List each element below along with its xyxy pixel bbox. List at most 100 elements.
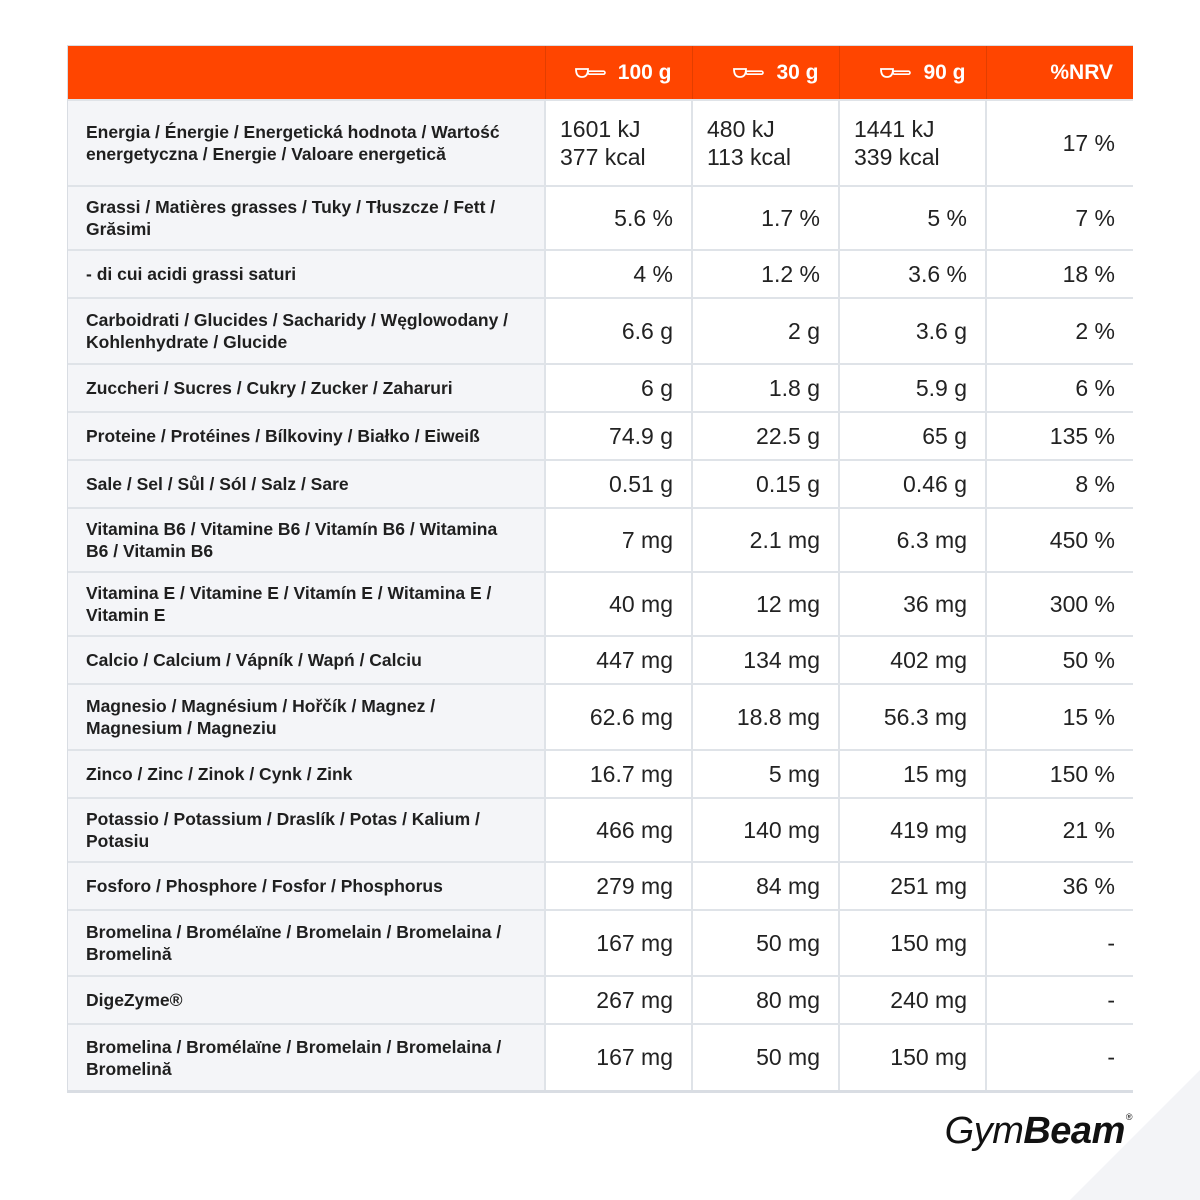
table-row: Magnesio / Magnésium / Hořčík / Magnez /… [68, 683, 1133, 750]
value-90g-line: 1441 kJ [854, 116, 935, 142]
nutrient-label: Grassi / Matières grasses / Tuky / Tłusz… [68, 185, 545, 250]
value-100g: 74.9 g [544, 411, 692, 460]
value-nrv: 7 % [985, 185, 1133, 250]
value-90g: 150 mg [838, 909, 986, 976]
scoop-icon [880, 68, 912, 78]
value-90g: 5 % [838, 185, 986, 250]
table-row: Fosforo / Phosphore / Fosfor / Phosphoru… [68, 861, 1133, 910]
table-row: Bromelina / Bromélaïne / Bromelain / Bro… [68, 1023, 1133, 1090]
value-nrv: 150 % [985, 749, 1133, 798]
nutrient-label: Energia / Énergie / Energetická hodnota … [68, 99, 545, 186]
value-30g: 50 mg [691, 1023, 839, 1090]
logo-registered-mark: ® [1125, 1112, 1133, 1122]
nutrient-label: Proteine / Protéines / Bílkoviny / Białk… [68, 411, 545, 460]
value-100g-line: 1601 kJ [560, 116, 641, 142]
table-row: Vitamina B6 / Vitamine B6 / Vitamín B6 /… [68, 507, 1133, 572]
value-30g: 18.8 mg [691, 683, 839, 750]
header-90g-label: 90 g [923, 60, 966, 84]
header-90g: 90 g [838, 46, 986, 100]
value-90g: 3.6 g [838, 297, 986, 364]
value-100g: 466 mg [544, 797, 692, 862]
value-nrv: 36 % [985, 861, 1133, 910]
value-100g-line: 377 kcal [560, 144, 646, 170]
table-row: Sale / Sel / Sůl / Sól / Salz / Sare 0.51… [68, 459, 1133, 508]
value-nrv: 21 % [985, 797, 1133, 862]
value-30g: 140 mg [691, 797, 839, 862]
nutrient-label: Bromelina / Bromélaïne / Bromelain / Bro… [68, 1023, 545, 1090]
value-90g: 150 mg [838, 1023, 986, 1090]
value-90g: 1441 kJ 339 kcal [838, 99, 986, 186]
header-30g-label: 30 g [776, 60, 819, 84]
gymbeam-logo: GymBeam® [944, 1110, 1133, 1153]
value-100g: 6 g [544, 363, 692, 412]
value-nrv: 2 % [985, 297, 1133, 364]
value-nrv: 300 % [985, 571, 1133, 636]
table-row: Energia / Énergie / Energetická hodnota … [68, 99, 1133, 186]
scoop-icon [574, 68, 606, 78]
value-90g: 56.3 mg [838, 683, 986, 750]
nutrient-label: Vitamina E / Vitamine E / Vitamín E / Wi… [68, 571, 545, 636]
value-nrv: 135 % [985, 411, 1133, 460]
value-nrv: 8 % [985, 459, 1133, 508]
header-nrv: %NRV [985, 46, 1133, 100]
value-90g: 402 mg [838, 635, 986, 684]
value-90g-line: 339 kcal [854, 144, 940, 170]
value-30g: 134 mg [691, 635, 839, 684]
nutrient-label: Potassio / Potassium / Draslík / Potas /… [68, 797, 545, 862]
header-30g: 30 g [691, 46, 839, 100]
table-row: Proteine / Protéines / Bílkoviny / Białk… [68, 411, 1133, 460]
nutrient-label: Vitamina B6 / Vitamine B6 / Vitamín B6 /… [68, 507, 545, 572]
value-100g: 447 mg [544, 635, 692, 684]
value-nrv: - [985, 1023, 1133, 1090]
table-row: Carboidrati / Glucides / Sacharidy / Węg… [68, 297, 1133, 364]
value-30g: 1.8 g [691, 363, 839, 412]
value-30g: 84 mg [691, 861, 839, 910]
value-100g: 1601 kJ 377 kcal [544, 99, 692, 186]
value-30g-line: 480 kJ [707, 116, 775, 142]
nutrient-label: Carboidrati / Glucides / Sacharidy / Węg… [68, 297, 545, 364]
value-90g: 65 g [838, 411, 986, 460]
value-30g: 1.2 % [691, 249, 839, 298]
header-label-cell [68, 46, 545, 100]
table-row: Zuccheri / Sucres / Cukry / Zucker / Zah… [68, 363, 1133, 412]
nutrient-label: Magnesio / Magnésium / Hořčík / Magnez /… [68, 683, 545, 750]
value-90g: 3.6 % [838, 249, 986, 298]
logo-gym: Gym [944, 1110, 1024, 1152]
nutrient-label: Zinco / Zinc / Zinok / Cynk / Zink [68, 749, 545, 798]
nutrition-table: 100 g 30 g 90 g %NRV Energia / Énergi [67, 45, 1133, 1093]
table-row: Zinco / Zinc / Zinok / Cynk / Zink 16.7 m… [68, 749, 1133, 798]
nutrient-label: - di cui acidi grassi saturi [68, 249, 545, 298]
value-100g: 167 mg [544, 1023, 692, 1090]
value-100g: 6.6 g [544, 297, 692, 364]
table-row: Potassio / Potassium / Draslík / Potas /… [68, 797, 1133, 862]
nutrient-label: Sale / Sel / Sůl / Sól / Salz / Sare [68, 459, 545, 508]
table-row: Grassi / Matières grasses / Tuky / Tłusz… [68, 185, 1133, 250]
nutrient-label: Calcio / Calcium / Vápník / Wapń / Calci… [68, 635, 545, 684]
value-nrv: 50 % [985, 635, 1133, 684]
value-30g: 2 g [691, 297, 839, 364]
value-100g: 7 mg [544, 507, 692, 572]
value-30g-line: 113 kcal [707, 144, 791, 170]
table-row: DigeZyme® 267 mg 80 mg 240 mg - [68, 975, 1133, 1024]
value-90g: 419 mg [838, 797, 986, 862]
value-100g: 167 mg [544, 909, 692, 976]
table-row: Bromelina / Bromélaïne / Bromelain / Bro… [68, 909, 1133, 976]
value-30g: 2.1 mg [691, 507, 839, 572]
table-row: Calcio / Calcium / Vápník / Wapń / Calci… [68, 635, 1133, 684]
value-100g: 5.6 % [544, 185, 692, 250]
value-nrv: 6 % [985, 363, 1133, 412]
value-30g: 0.15 g [691, 459, 839, 508]
value-90g: 5.9 g [838, 363, 986, 412]
scoop-icon [733, 68, 765, 78]
value-30g: 12 mg [691, 571, 839, 636]
value-100g: 62.6 mg [544, 683, 692, 750]
value-100g: 40 mg [544, 571, 692, 636]
value-100g: 267 mg [544, 975, 692, 1024]
value-90g: 240 mg [838, 975, 986, 1024]
value-nrv: 17 % [985, 99, 1133, 186]
value-30g: 80 mg [691, 975, 839, 1024]
nutrient-label: DigeZyme® [68, 975, 545, 1024]
value-100g: 4 % [544, 249, 692, 298]
header-100g-label: 100 g [617, 60, 672, 84]
value-90g: 36 mg [838, 571, 986, 636]
